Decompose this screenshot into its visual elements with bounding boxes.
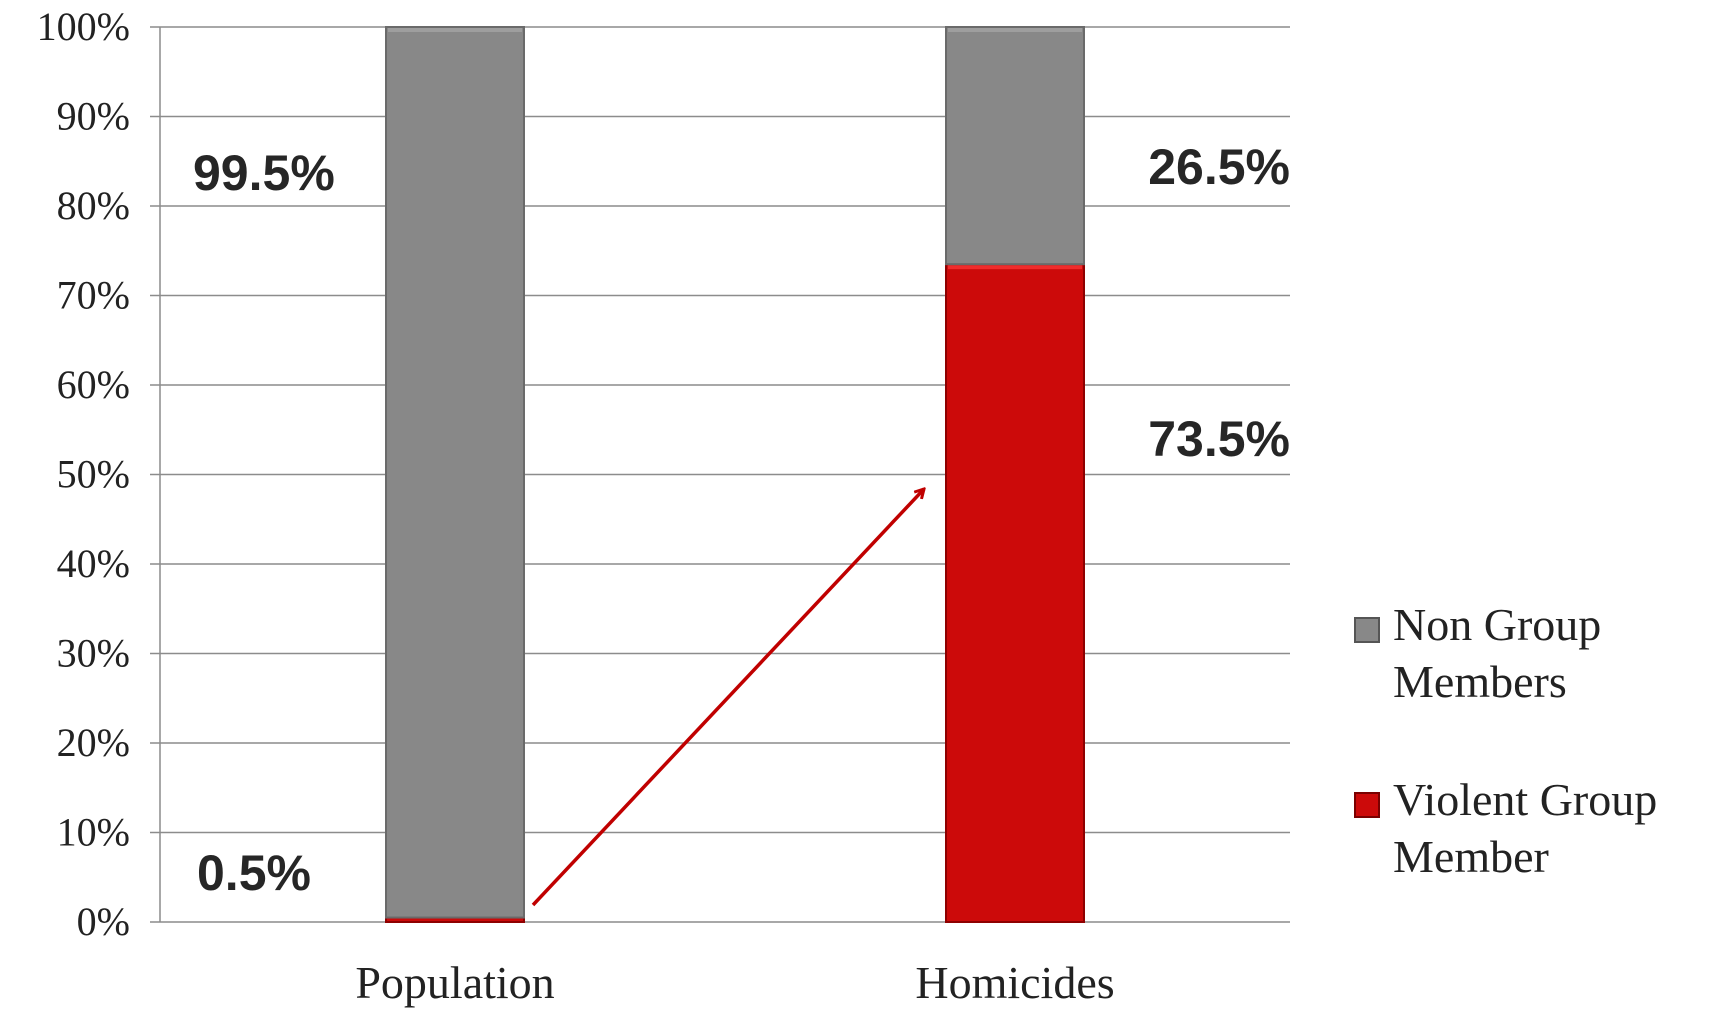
bar-violent-group-homicides (945, 263, 1085, 923)
x-axis-labels: Population Homicides (355, 957, 1114, 1008)
data-label: 0.5% (197, 845, 311, 901)
y-tick-label: 10% (57, 810, 130, 855)
data-label: 73.5% (1148, 411, 1290, 467)
y-tick-label: 80% (57, 183, 130, 228)
legend-label: Non Group (1393, 599, 1601, 650)
y-tick-label: 70% (57, 273, 130, 318)
data-labels: 99.5% 0.5% 26.5% 73.5% (193, 139, 1290, 901)
trend-arrow (531, 489, 924, 907)
bar-non-group-homicides (945, 26, 1085, 266)
legend: Non Group Members Violent Group Member (1354, 599, 1657, 882)
x-category-label: Population (355, 957, 554, 1008)
x-category-label: Homicides (915, 957, 1114, 1008)
y-axis: 0% 10% 20% 30% 40% 50% 60% 70% 80% 90% 100% (37, 4, 161, 944)
bars (385, 26, 1085, 924)
y-tick-label: 60% (57, 362, 130, 407)
y-tick-label: 30% (57, 631, 130, 676)
legend-label: Member (1393, 831, 1549, 882)
bar-non-group-population (385, 26, 525, 919)
legend-swatch (1354, 792, 1380, 818)
data-label: 26.5% (1148, 139, 1290, 195)
legend-label: Members (1393, 656, 1567, 707)
y-tick-label: 90% (57, 94, 130, 139)
bar-highlight (388, 28, 522, 32)
data-label: 99.5% (193, 145, 335, 201)
y-tick-label: 50% (57, 452, 130, 497)
gridlines (150, 26, 1290, 923)
bar-highlight (948, 28, 1082, 32)
y-tick-label: 100% (37, 4, 130, 49)
y-tick-label: 40% (57, 541, 130, 586)
legend-swatch (1354, 617, 1380, 643)
y-tick-label: 20% (57, 720, 130, 765)
legend-label: Violent Group (1393, 774, 1657, 825)
bar-highlight (948, 265, 1082, 270)
y-tick-label: 0% (77, 899, 130, 944)
annotations (531, 489, 924, 907)
